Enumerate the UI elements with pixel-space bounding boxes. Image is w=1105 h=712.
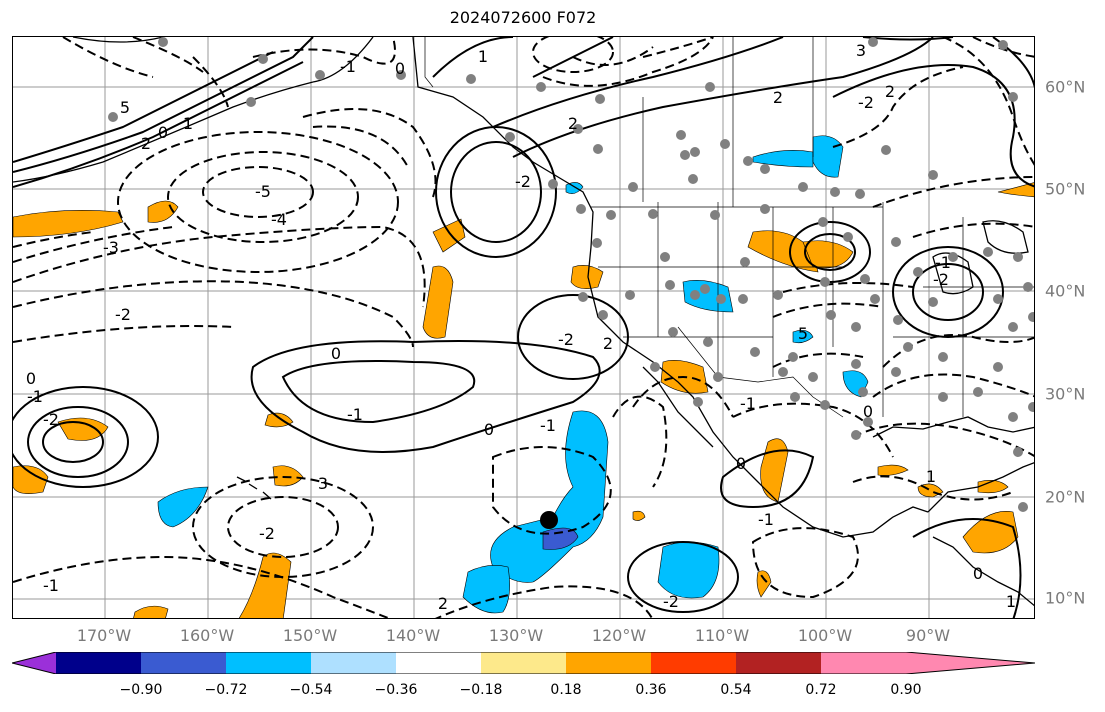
contour-label: 0 (26, 369, 36, 388)
contour-label: 2 (438, 594, 448, 613)
contour-label: -2 (259, 524, 275, 543)
contour-label: 0 (158, 123, 168, 142)
lon-label: 140°W (385, 626, 441, 645)
colorbar (12, 652, 1035, 674)
lon-label: 170°W (76, 626, 132, 645)
contour-label: -2 (515, 172, 531, 191)
contour-label: 0 (863, 402, 873, 421)
map-title: 2024072600 F072 (449, 8, 597, 27)
lat-label: 60°N (1045, 77, 1086, 97)
lon-label: 90°W (905, 626, 951, 645)
contour-label-group: 5 2 0 1 -5 -4 -3 -2 -1 0 1 2 -2 0 -1 -1 … (26, 41, 1016, 613)
contour-label: 2 (603, 334, 613, 353)
contour-label: 1 (478, 47, 488, 66)
colorbar-segment (906, 652, 1035, 674)
contour-label: 2 (141, 134, 151, 153)
contour-label: 1 (183, 114, 193, 133)
contour-label: 3 (856, 41, 866, 60)
contour-label: 5 (798, 324, 808, 343)
lat-label: 10°N (1045, 588, 1086, 608)
contour-label: 0 (395, 59, 405, 78)
colorbar-segment (56, 652, 141, 674)
contour-label: 1 (1006, 592, 1016, 611)
contour-label: -1 (347, 405, 363, 424)
colorbar-tick: −0.54 (289, 682, 333, 698)
lon-label: 130°W (488, 626, 544, 645)
lat-label: 50°N (1045, 179, 1086, 199)
contour-label: -1 (758, 510, 774, 529)
colorbar-tick: 0.54 (720, 682, 752, 698)
colorbar-segment (226, 652, 311, 674)
colorbar-tick: 0.36 (635, 682, 667, 698)
colorbar-segment (651, 652, 736, 674)
contour-label: -2 (43, 410, 59, 429)
contour-label: -5 (255, 182, 271, 201)
lon-label: 160°W (179, 626, 235, 645)
lon-label: 110°W (694, 626, 750, 645)
lon-label: 100°W (797, 626, 853, 645)
contour-label: 0 (484, 420, 494, 439)
contour-label: 2 (885, 82, 895, 101)
contour-label: -1 (740, 394, 756, 413)
shaded-anomalies (13, 135, 1034, 618)
colorbar-tick: −0.72 (204, 682, 248, 698)
negative-contours (13, 37, 1034, 618)
contour-label: 0 (736, 454, 746, 473)
contour-label: -2 (858, 93, 874, 112)
contour-label: 2 (773, 88, 783, 107)
contour-label: -1 (27, 387, 43, 406)
colorbar-segment (396, 652, 481, 674)
colorbar-segment (12, 652, 56, 674)
colorbar-segment (821, 652, 906, 674)
colorbar-segment (141, 652, 226, 674)
contour-label: -3 (103, 238, 119, 257)
colorbar-segment (481, 652, 566, 674)
colorbar-tick: 0.72 (805, 682, 837, 698)
contour-label: -1 (540, 416, 556, 435)
colorbar-tick: −0.18 (459, 682, 503, 698)
colorbar-segment (311, 652, 396, 674)
contour-label: -2 (663, 592, 679, 611)
contour-label: 5 (120, 98, 130, 117)
contour-label: -1 (340, 57, 356, 76)
colorbar-tick: −0.90 (119, 682, 163, 698)
contour-label: 2 (568, 114, 578, 133)
map-panel[interactable]: 5 2 0 1 -5 -4 -3 -2 -1 0 1 2 -2 0 -1 -1 … (12, 36, 1035, 619)
colorbar-segment (736, 652, 821, 674)
station-markers (108, 37, 1034, 512)
contour-label: -2 (933, 270, 949, 289)
contour-label: 1 (926, 467, 936, 486)
colorbar-tick: −0.36 (374, 682, 418, 698)
contour-label: 0 (973, 564, 983, 583)
contour-label: -1 (935, 253, 951, 272)
colorbar-tick: 0.18 (550, 682, 582, 698)
lon-label: 150°W (282, 626, 338, 645)
lat-label: 20°N (1045, 487, 1086, 507)
contour-label: -2 (115, 305, 131, 324)
storm-center-marker[interactable] (540, 511, 558, 529)
lat-label: 40°N (1045, 281, 1086, 301)
contour-label: 3 (318, 474, 328, 493)
political-borders (424, 37, 1034, 418)
contour-label: -1 (43, 576, 59, 595)
colorbar-tick: 0.90 (890, 682, 922, 698)
map-canvas: 5 2 0 1 -5 -4 -3 -2 -1 0 1 2 -2 0 -1 -1 … (13, 37, 1034, 618)
lat-label: 30°N (1045, 384, 1086, 404)
colorbar-segment (566, 652, 651, 674)
contour-label: -4 (271, 210, 287, 229)
lon-label: 120°W (591, 626, 647, 645)
contour-label: 0 (331, 344, 341, 363)
contour-label: -2 (558, 330, 574, 349)
